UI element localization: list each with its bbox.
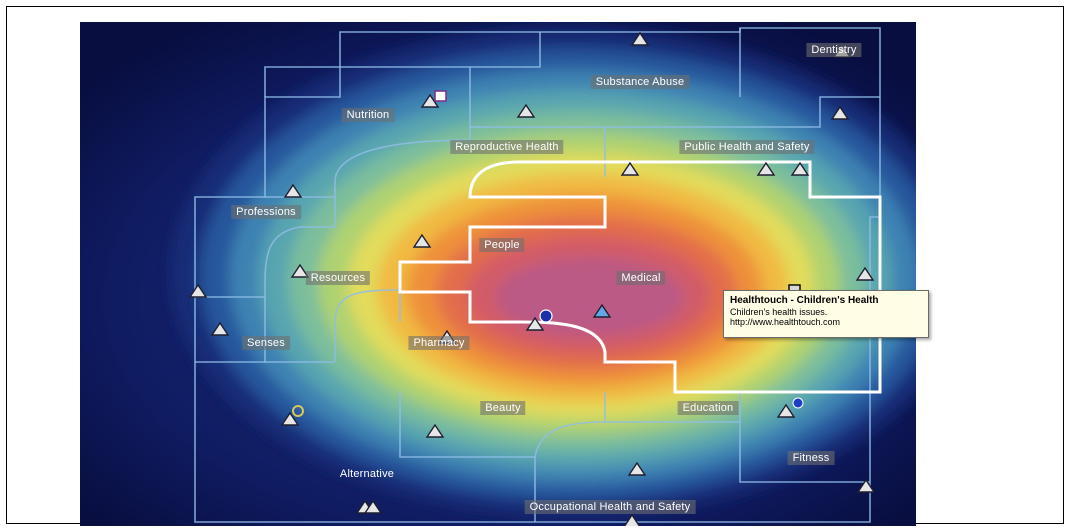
tooltip-url[interactable]: http://www.healthtouch.com [730,317,841,327]
region-label-reproductive-health[interactable]: Reproductive Health [450,140,564,154]
boundary-professions-resources [195,197,336,298]
boundary-nutrition-top [264,66,340,97]
highlighted-marker-icon[interactable] [592,303,612,318]
document-marker-icon[interactable] [290,263,310,278]
document-marker-icon[interactable] [412,233,432,248]
google-g-icon[interactable] [539,309,553,323]
document-marker-icon[interactable] [620,161,640,176]
swirl-icon[interactable] [292,405,304,417]
document-marker-icon[interactable] [363,499,383,514]
region-label-pharmacy[interactable]: Pharmacy [408,336,470,350]
region-label-nutrition[interactable]: Nutrition [341,108,395,122]
document-marker-icon[interactable] [188,283,208,298]
region-label-fitness[interactable]: Fitness [787,451,835,465]
region-label-public-health-and-safety[interactable]: Public Health and Safety [679,140,815,154]
region-label-alternative[interactable]: Alternative [339,468,395,480]
boundary-beauty-alternative [399,392,536,522]
selected-region-outline[interactable] [398,160,882,394]
document-tooltip: Healthtouch - Children's Health Children… [723,290,929,338]
region-label-medical[interactable]: Medical [616,271,666,285]
document-marker-icon[interactable] [776,403,796,418]
document-marker-icon[interactable] [516,103,536,118]
region-label-people[interactable]: People [479,238,525,252]
document-marker-icon[interactable] [420,93,440,108]
region-label-occupational-health-and-safety[interactable]: Occupational Health and Safety [524,500,696,514]
region-label-senses[interactable]: Senses [242,336,290,350]
email-e-icon[interactable] [434,90,447,102]
document-marker-icon[interactable] [756,161,776,176]
region-label-substance-abuse[interactable]: Substance Abuse [590,75,690,89]
document-marker-icon[interactable] [856,478,876,493]
document-marker-icon[interactable] [830,105,850,120]
document-marker-icon[interactable] [627,461,647,476]
document-marker-icon[interactable] [630,31,650,46]
boundary-fitness-bottom [739,422,870,483]
contour-map-canvas [80,22,916,526]
boundary-substance-left [470,32,541,68]
region-label-resources[interactable]: Resources [305,271,371,285]
region-label-dentistry[interactable]: Dentistry [806,43,862,57]
region-label-education[interactable]: Education [677,401,739,415]
region-label-professions[interactable]: Professions [231,205,301,219]
document-marker-icon[interactable] [425,423,445,438]
boundary-beauty-education [534,392,606,458]
boundary-public-health-top [605,96,880,128]
density-contours [170,27,916,517]
document-marker-icon[interactable] [855,266,875,281]
document-marker-icon[interactable] [283,183,303,198]
document-marker-icon[interactable] [210,321,230,336]
topic-map[interactable]: Dentistry Substance Abuse Nutrition Repr… [80,22,916,526]
region-label-beauty[interactable]: Beauty [480,401,526,415]
contour-band [495,257,685,337]
boundary-senses-pharmacy [265,289,401,363]
document-marker-icon[interactable] [525,316,545,331]
document-marker-icon[interactable] [280,411,300,426]
tooltip-description: Children's health issues. [730,307,828,317]
browser-e-icon[interactable] [792,397,804,409]
document-marker-icon[interactable] [623,513,641,526]
document-marker-icon[interactable] [790,161,810,176]
tooltip-title: Healthtouch - Children's Health [730,295,879,306]
